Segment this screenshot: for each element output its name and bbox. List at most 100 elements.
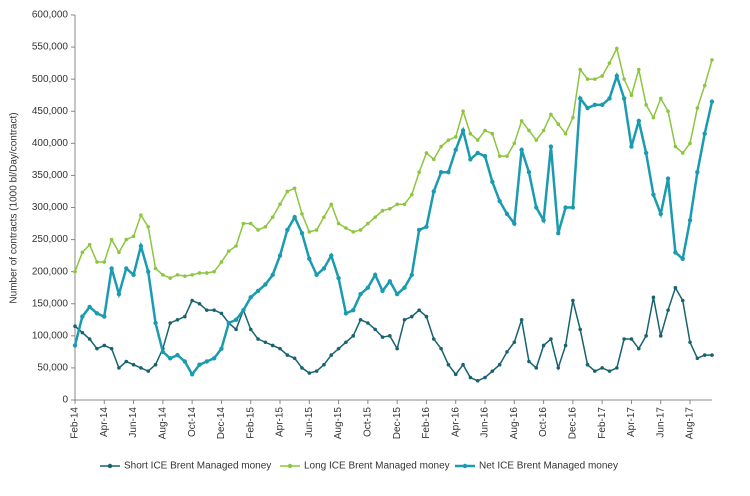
point bbox=[351, 230, 356, 234]
series-line bbox=[74, 46, 713, 279]
point bbox=[607, 369, 612, 373]
point bbox=[358, 317, 363, 322]
y-tick-label: 300,000 bbox=[32, 202, 69, 213]
point bbox=[263, 224, 268, 229]
point bbox=[410, 314, 414, 319]
point bbox=[344, 226, 348, 230]
point bbox=[197, 271, 202, 275]
point bbox=[161, 273, 165, 277]
point bbox=[278, 346, 282, 351]
x-tick-label: Feb-16 bbox=[421, 407, 432, 439]
point bbox=[380, 288, 385, 294]
point bbox=[490, 179, 495, 185]
legend-marker bbox=[462, 463, 468, 469]
point bbox=[168, 276, 172, 280]
point bbox=[438, 170, 444, 175]
point bbox=[526, 170, 532, 175]
point bbox=[439, 144, 443, 149]
point bbox=[658, 334, 663, 338]
point bbox=[527, 359, 531, 364]
point bbox=[695, 356, 700, 361]
point bbox=[460, 128, 466, 133]
point bbox=[351, 307, 356, 313]
point bbox=[351, 334, 356, 338]
point bbox=[475, 138, 480, 142]
point bbox=[256, 337, 260, 341]
point bbox=[395, 202, 399, 207]
point bbox=[673, 250, 678, 255]
point bbox=[431, 157, 436, 162]
x-tick-label: Apr-14 bbox=[99, 407, 110, 437]
point bbox=[372, 272, 378, 278]
legend-label: Long ICE Brent Managed money bbox=[304, 461, 450, 472]
x-tick-label: Feb-17 bbox=[597, 407, 608, 439]
point bbox=[424, 224, 429, 229]
point bbox=[226, 320, 231, 326]
point bbox=[497, 198, 502, 204]
point bbox=[563, 131, 568, 136]
point bbox=[285, 189, 290, 194]
y-tick-label: 100,000 bbox=[32, 330, 69, 341]
point bbox=[285, 227, 290, 233]
point bbox=[497, 154, 502, 158]
point bbox=[615, 46, 619, 51]
point bbox=[673, 285, 678, 290]
point bbox=[446, 138, 451, 142]
point bbox=[439, 346, 443, 351]
point bbox=[183, 314, 187, 319]
point bbox=[343, 311, 349, 316]
point bbox=[410, 192, 414, 197]
y-tick-label: 250,000 bbox=[32, 234, 69, 245]
point bbox=[519, 147, 524, 152]
point bbox=[175, 273, 180, 277]
point bbox=[394, 291, 400, 297]
point bbox=[139, 213, 143, 217]
point bbox=[687, 218, 693, 223]
point bbox=[387, 279, 393, 284]
point bbox=[146, 269, 151, 274]
point bbox=[358, 228, 363, 232]
point bbox=[505, 350, 509, 354]
point bbox=[153, 320, 158, 326]
point bbox=[658, 96, 663, 101]
point bbox=[431, 189, 436, 194]
point bbox=[607, 61, 612, 65]
point bbox=[175, 352, 180, 358]
point bbox=[519, 317, 524, 322]
point bbox=[417, 308, 421, 312]
point bbox=[87, 337, 92, 341]
point bbox=[233, 317, 239, 322]
point bbox=[512, 141, 517, 146]
point bbox=[629, 144, 634, 149]
point bbox=[314, 228, 319, 232]
point bbox=[402, 317, 407, 322]
point bbox=[80, 250, 85, 255]
point bbox=[644, 334, 648, 338]
point bbox=[95, 346, 99, 351]
point bbox=[556, 230, 561, 236]
point bbox=[651, 295, 656, 300]
point bbox=[607, 96, 612, 101]
point bbox=[424, 314, 429, 319]
point bbox=[636, 67, 641, 72]
legend-label: Short ICE Brent Managed money bbox=[124, 461, 271, 472]
series-line bbox=[73, 71, 714, 377]
point bbox=[388, 206, 392, 211]
y-tick-label: 400,000 bbox=[32, 138, 69, 149]
point bbox=[109, 237, 114, 242]
x-tick-label: Dec-16 bbox=[568, 407, 579, 440]
x-tick-label: Jun-15 bbox=[304, 407, 315, 438]
point bbox=[219, 346, 224, 351]
x-tick-label: Aug-16 bbox=[509, 407, 520, 440]
point bbox=[570, 205, 576, 210]
point bbox=[534, 138, 539, 142]
point bbox=[197, 301, 202, 306]
x-tick-label: Apr-15 bbox=[275, 407, 286, 437]
point bbox=[234, 327, 238, 332]
point bbox=[285, 353, 290, 357]
point bbox=[226, 249, 231, 253]
point bbox=[109, 346, 114, 351]
point bbox=[695, 170, 700, 175]
point bbox=[644, 103, 648, 107]
point bbox=[167, 356, 173, 361]
